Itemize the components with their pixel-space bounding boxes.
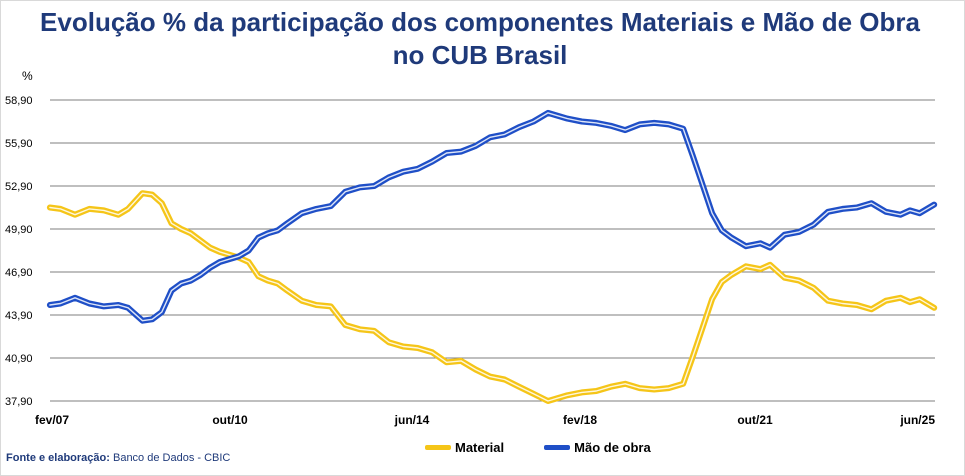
legend-swatch-labor [544,445,571,450]
legend-item-material: Material [425,440,504,455]
x-tick-label: out/21 [737,413,773,427]
legend-label-labor: Mão de obra [574,440,651,455]
series-highlight-material [49,192,935,402]
y-tick-label: 58,90 [5,95,33,107]
source-note: Fonte e elaboração: Banco de Dados - CBI… [6,452,230,464]
legend-label-material: Material [455,440,505,455]
y-tick-label: 55,90 [5,138,33,150]
y-tick-label: 46,90 [5,267,33,279]
y-tick-label: 40,90 [5,353,33,365]
y-tick-label: 52,90 [5,181,33,193]
y-axis-unit: % [22,69,33,83]
series-line-material [46,190,938,404]
x-tick-label: fev/18 [563,413,597,427]
x-tick-label: jun/25 [899,413,935,427]
x-tick-label: fev/07 [35,413,69,427]
chart-title: Evolução % da participação dos component… [40,7,920,70]
legend-item-labor: Mão de obra [544,440,651,455]
x-tick-label: jun/14 [394,413,430,427]
source-value: Banco de Dados - CBIC [112,452,231,464]
series-line-labor [46,109,938,324]
legend: Material Mão de obra [425,440,651,455]
source-label: Fonte e elaboração: [6,452,110,464]
legend-swatch-material [425,445,451,450]
x-tick-label: out/10 [212,413,248,427]
series-highlight-labor [49,112,935,322]
y-tick-label: 49,90 [5,224,33,236]
y-tick-label: 37,90 [5,396,33,408]
y-tick-label: 43,90 [5,310,33,322]
